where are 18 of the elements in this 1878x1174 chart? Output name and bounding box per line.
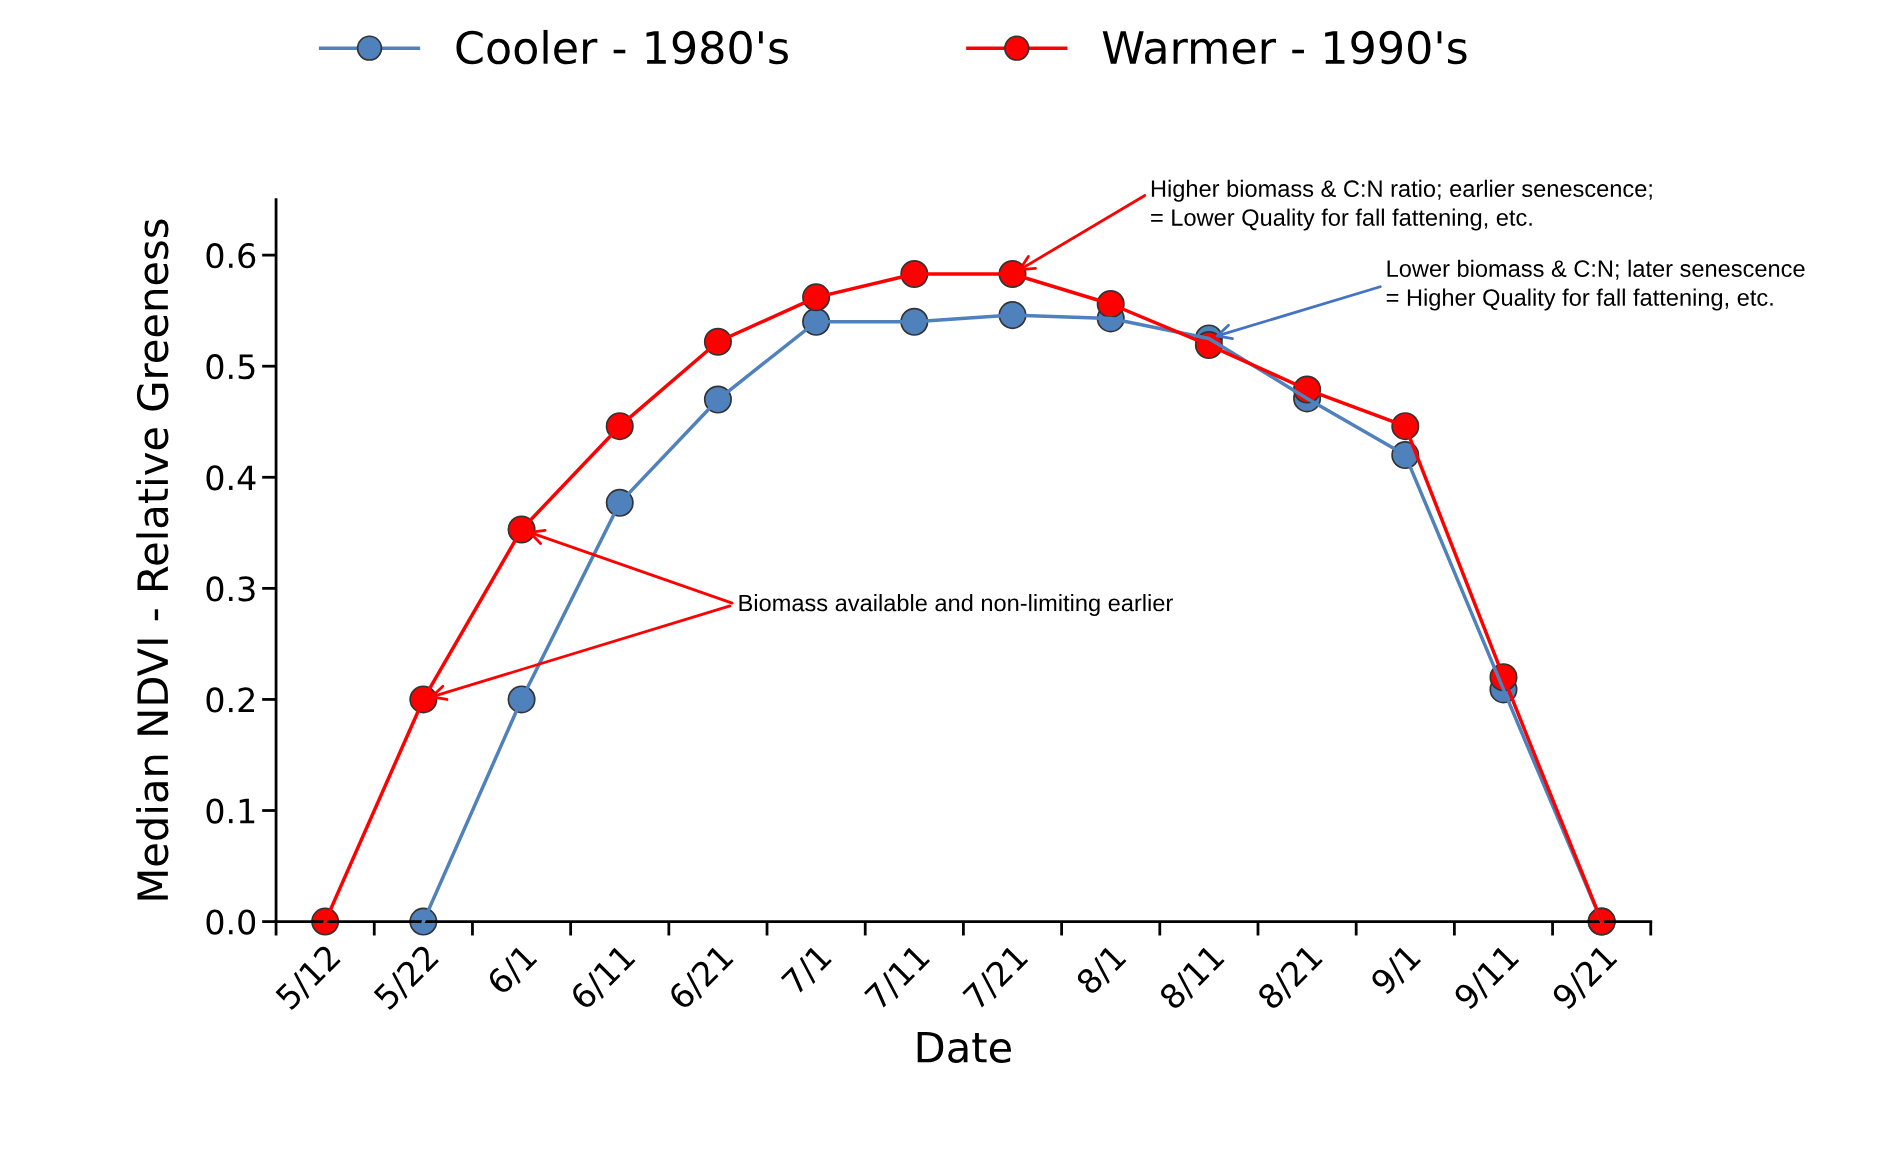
y-tick-label: 0.2 — [206, 687, 254, 713]
y-tick-label: 0.6 — [206, 243, 256, 269]
annotation: Lower biomass & C:N; later senescence = Higher Quality for fall fattening, etc. — [1386, 259, 1805, 311]
y-tick-label: 0.1 — [206, 798, 255, 824]
legend-label: Cooler - 1980's — [456, 29, 788, 65]
x-tick-label: 9/1 — [1369, 943, 1424, 998]
x-tick-label: 6/1 — [485, 943, 540, 998]
legend-label: Warmer - 1990's — [1102, 30, 1467, 65]
y-tick-label: 0.3 — [206, 576, 255, 602]
x-tick-label: 7/1 — [780, 943, 835, 998]
annotation: Biomass available and non-limiting earlier — [739, 594, 1173, 617]
y-tick-label: 0.4 — [206, 465, 256, 491]
y-tick-label: 0.0 — [206, 909, 256, 935]
y-tick-label: 0.5 — [206, 354, 255, 380]
x-tick-label: 8/1 — [1074, 943, 1129, 998]
annotation: Higher biomass & C:N ratio; earlier senescence; = Lower Quality for fall fattening, etc. — [1151, 179, 1652, 231]
y-axis-title: Median NDVI - Relative Greeness — [136, 219, 169, 900]
x-axis-title: Date — [917, 1031, 1011, 1063]
